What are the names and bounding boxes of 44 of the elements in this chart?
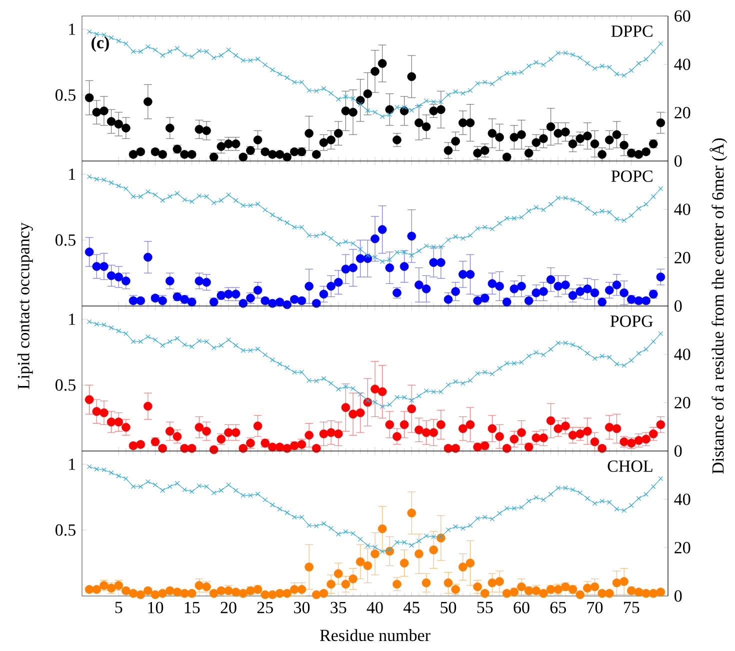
x-tick-label: 25 (257, 602, 273, 614)
x-tick-label: 40 (366, 602, 383, 614)
y-axis-title: Lipid contact occupancy (17, 222, 33, 390)
y2-tick-label: 0 (674, 155, 682, 167)
x-tick-label: 55 (477, 602, 493, 614)
y-tick-label: 0.5 (56, 234, 76, 246)
y2-tick-label: 40 (674, 58, 690, 70)
y-tick-label: 1 (69, 168, 76, 180)
x-axis-title: Residue number (320, 629, 430, 642)
y2-tick-label: 60 (674, 10, 690, 22)
x-tick-label: 35 (330, 602, 346, 614)
y2-tick-label: 20 (674, 252, 690, 264)
chart-title: POPC (611, 170, 652, 182)
y-tick-label: 1 (69, 458, 76, 470)
x-tick-label: 20 (220, 602, 236, 614)
y2-tick-label: 40 (674, 348, 690, 360)
y2-tick-label: 20 (674, 106, 690, 118)
annotation: (c) (92, 36, 109, 52)
x-tick-label: 15 (184, 602, 200, 614)
y2-tick-label: 20 (674, 396, 690, 408)
x-tick-label: 5 (115, 602, 122, 614)
x-tick-label: 75 (624, 602, 640, 614)
y2-tick-label: 20 (674, 542, 690, 554)
chart-title: POPG (610, 315, 653, 327)
y2-tick-label: 40 (674, 204, 690, 216)
y-tick-label: 0.5 (56, 524, 76, 536)
y-tick-label: 1 (69, 314, 76, 325)
y-tick-label: 0.5 (56, 379, 76, 391)
y2-axis-title: Distance of a residue from the center of 6mer (Å) (710, 138, 728, 474)
x-tick-label: 30 (294, 602, 310, 614)
x-tick-label: 65 (550, 602, 566, 614)
y2-tick-label: 0 (674, 590, 682, 602)
x-tick-label: 60 (514, 602, 530, 614)
x-tick-label: 10 (148, 602, 164, 614)
y2-tick-label: 40 (674, 494, 690, 506)
x-tick-label: 45 (403, 602, 420, 614)
y-tick-label: 0.5 (56, 89, 76, 101)
x-tick-label: 70 (587, 602, 603, 614)
x-tick-label: 50 (440, 602, 456, 614)
y2-tick-label: 0 (674, 300, 682, 312)
y-tick-label: 1 (69, 24, 76, 35)
chart-title: DPPC (611, 25, 652, 37)
chart-title: CHOL (608, 460, 652, 472)
y2-tick-label: 0 (674, 445, 682, 457)
